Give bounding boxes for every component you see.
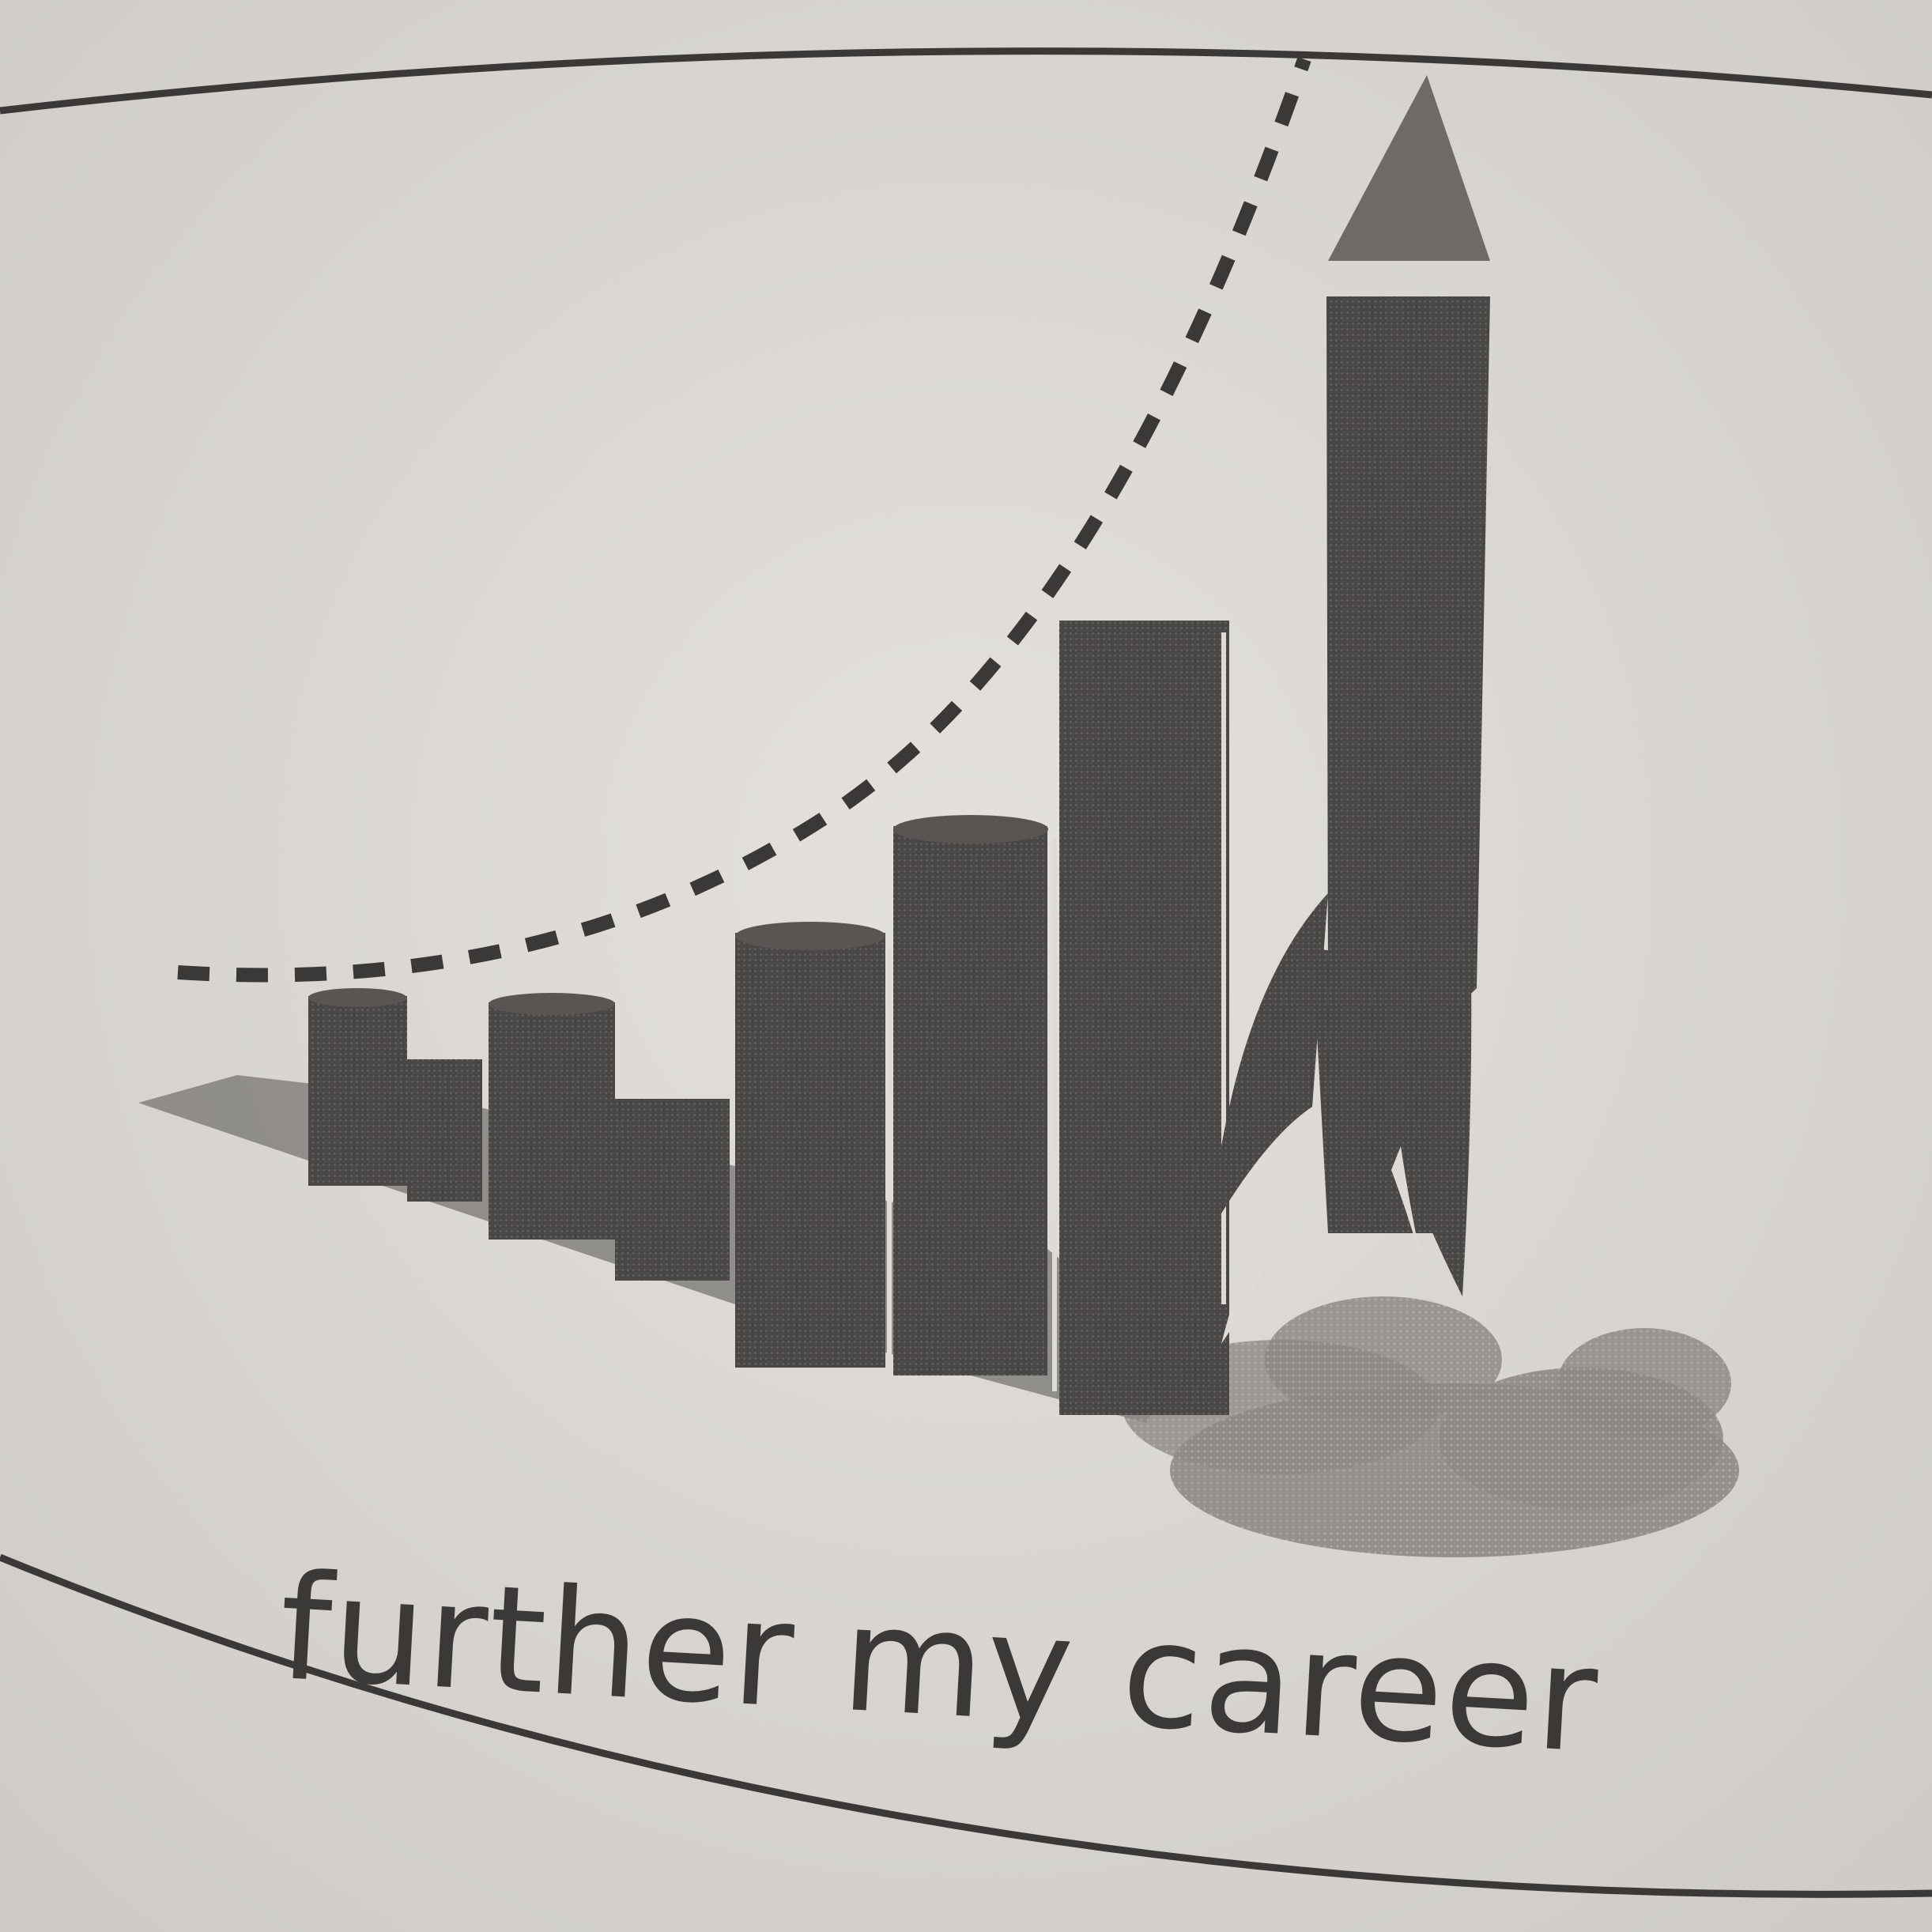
bar-graph-icon: [308, 621, 1229, 1415]
rocket-icon: [1209, 75, 1490, 1344]
dashed-trajectory-icon: [177, 57, 1311, 983]
bar-2: [407, 1059, 482, 1202]
bar-1: [308, 996, 407, 1186]
frame-top-line: [0, 47, 1932, 115]
bar-4: [615, 1099, 730, 1281]
rocket-body: [1326, 296, 1490, 1022]
rocket-lower-body: [1312, 949, 1470, 1233]
frame-bottom-line: [0, 1553, 1932, 1898]
rocket-left-fin: [1209, 893, 1328, 1233]
bar-7: [1059, 621, 1229, 1415]
bar-3: [489, 1002, 615, 1240]
rocket-nose: [1328, 75, 1490, 261]
bar-6: [893, 826, 1047, 1375]
bar-5: [735, 933, 885, 1368]
